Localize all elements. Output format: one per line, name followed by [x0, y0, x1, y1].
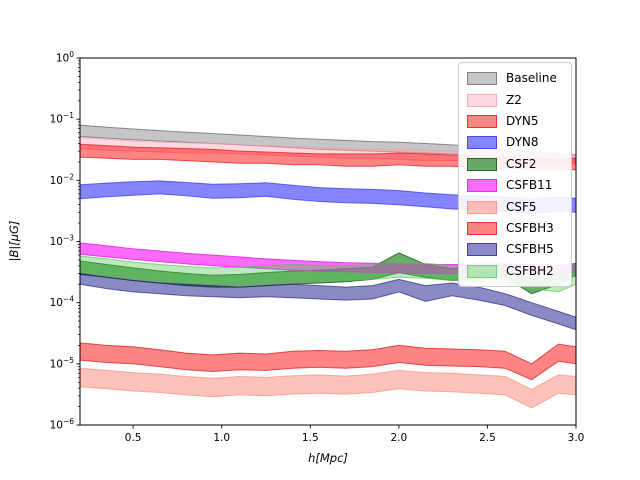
legend-item-dyn8: DYN8	[467, 132, 571, 153]
y-tick-label: 10−5	[50, 356, 75, 371]
y-tick-label: 10−3	[50, 234, 75, 249]
legend-label: DYN8	[506, 135, 539, 150]
x-tick-label: 0.5	[125, 432, 142, 444]
legend-item-csf2: CSF2	[467, 154, 571, 175]
legend-swatch-icon	[467, 179, 497, 193]
legend-label: CSFBH5	[506, 242, 554, 257]
legend-label: CSF2	[506, 156, 537, 171]
legend-swatch-icon	[467, 136, 497, 150]
x-tick-label: 2.0	[391, 432, 408, 444]
band-dyn8	[80, 180, 576, 214]
legend-label: Baseline	[506, 71, 557, 86]
y-tick-label: 10−2	[50, 172, 75, 187]
band-csfbh3	[80, 342, 576, 381]
legend-item-csf5: CSF5	[467, 196, 571, 217]
legend-item-baseline: Baseline	[467, 68, 571, 89]
band-csfbh5	[80, 272, 576, 331]
legend-label: CSF5	[506, 199, 537, 214]
legend: Baseline Z2 DYN5 DYN8 CSF2 CSFB11 CSF5 CSFBH3 CS…	[458, 62, 572, 287]
legend-item-z2: Z2	[467, 89, 571, 110]
legend-item-csfbh3: CSFBH3	[467, 218, 571, 239]
legend-item-csfbh5: CSFBH5	[467, 239, 571, 260]
legend-label: CSFBH2	[506, 263, 554, 278]
y-tick-label: 10−1	[50, 111, 75, 126]
legend-label: DYN5	[506, 113, 539, 128]
legend-swatch-icon	[467, 264, 497, 278]
legend-swatch-icon	[467, 72, 497, 86]
y-tick-label: 10−6	[50, 417, 75, 432]
legend-swatch-icon	[467, 93, 497, 107]
band-group	[80, 124, 576, 409]
x-tick-label: 1.5	[302, 432, 319, 444]
legend-swatch-icon	[467, 157, 497, 171]
legend-swatch-icon	[467, 114, 497, 128]
y-tick-label: 100	[56, 50, 74, 65]
band-csfbh2	[80, 255, 576, 293]
band-csf5	[80, 367, 576, 409]
legend-label: Z2	[506, 92, 522, 107]
y-axis-label: |B|[μG]	[7, 221, 21, 262]
y-tick-label: 10−4	[50, 295, 75, 310]
legend-swatch-icon	[467, 243, 497, 257]
x-tick-label: 2.5	[479, 432, 496, 444]
legend-swatch-icon	[467, 221, 497, 235]
legend-label: CSFB11	[506, 178, 553, 193]
band-z2	[80, 137, 576, 167]
legend-item-dyn5: DYN5	[467, 111, 571, 132]
axes-ticks	[76, 57, 577, 429]
legend-swatch-icon	[467, 200, 497, 214]
x-tick-label: 3.0	[568, 432, 585, 444]
band-dyn5	[80, 143, 576, 171]
legend-item-csfb11: CSFB11	[467, 175, 571, 196]
tick-labels: 0.5 1.0 1.5 2.0 2.5 3.0 100 10−1 10−2 10−3 10−4 10−…	[50, 50, 585, 444]
x-axis-label: h[Mpc]	[308, 451, 348, 465]
x-tick-label: 1.0	[213, 432, 230, 444]
legend-label: CSFBH3	[506, 220, 554, 235]
legend-item-csfbh2: CSFBH2	[467, 261, 571, 282]
